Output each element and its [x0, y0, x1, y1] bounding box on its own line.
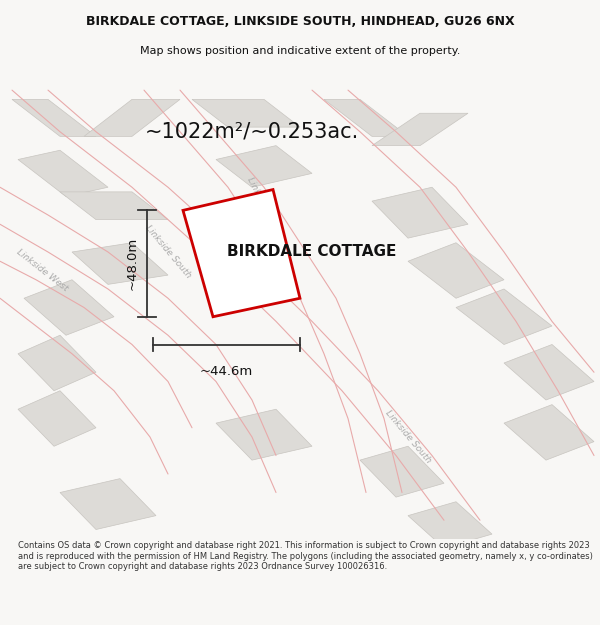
Polygon shape: [408, 502, 492, 548]
Polygon shape: [372, 188, 468, 238]
Polygon shape: [12, 99, 96, 136]
Polygon shape: [84, 99, 180, 136]
Polygon shape: [372, 113, 468, 146]
Polygon shape: [183, 189, 300, 317]
Polygon shape: [456, 289, 552, 344]
Text: Linkside West: Linkside West: [245, 176, 283, 236]
Polygon shape: [24, 280, 114, 335]
Text: Linkside South: Linkside South: [383, 409, 433, 465]
Polygon shape: [216, 146, 312, 188]
Polygon shape: [360, 446, 444, 497]
Polygon shape: [324, 99, 408, 136]
Text: BIRKDALE COTTAGE, LINKSIDE SOUTH, HINDHEAD, GU26 6NX: BIRKDALE COTTAGE, LINKSIDE SOUTH, HINDHE…: [86, 15, 514, 28]
Polygon shape: [18, 391, 96, 446]
Text: Contains OS data © Crown copyright and database right 2021. This information is : Contains OS data © Crown copyright and d…: [18, 541, 593, 571]
Polygon shape: [504, 404, 594, 460]
Text: ~48.0m: ~48.0m: [125, 237, 139, 290]
Text: Linkside South: Linkside South: [143, 224, 193, 280]
Polygon shape: [18, 335, 96, 391]
Polygon shape: [192, 99, 300, 127]
Polygon shape: [408, 242, 504, 298]
Polygon shape: [18, 150, 108, 196]
Text: Map shows position and indicative extent of the property.: Map shows position and indicative extent…: [140, 46, 460, 56]
Polygon shape: [60, 479, 156, 529]
Polygon shape: [72, 242, 168, 284]
Polygon shape: [60, 192, 168, 219]
Text: BIRKDALE COTTAGE: BIRKDALE COTTAGE: [227, 244, 397, 259]
Text: Linkside West: Linkside West: [14, 248, 70, 293]
Polygon shape: [504, 344, 594, 400]
Text: ~1022m²/~0.253ac.: ~1022m²/~0.253ac.: [145, 122, 359, 142]
Polygon shape: [216, 409, 312, 460]
Text: ~44.6m: ~44.6m: [200, 365, 253, 378]
